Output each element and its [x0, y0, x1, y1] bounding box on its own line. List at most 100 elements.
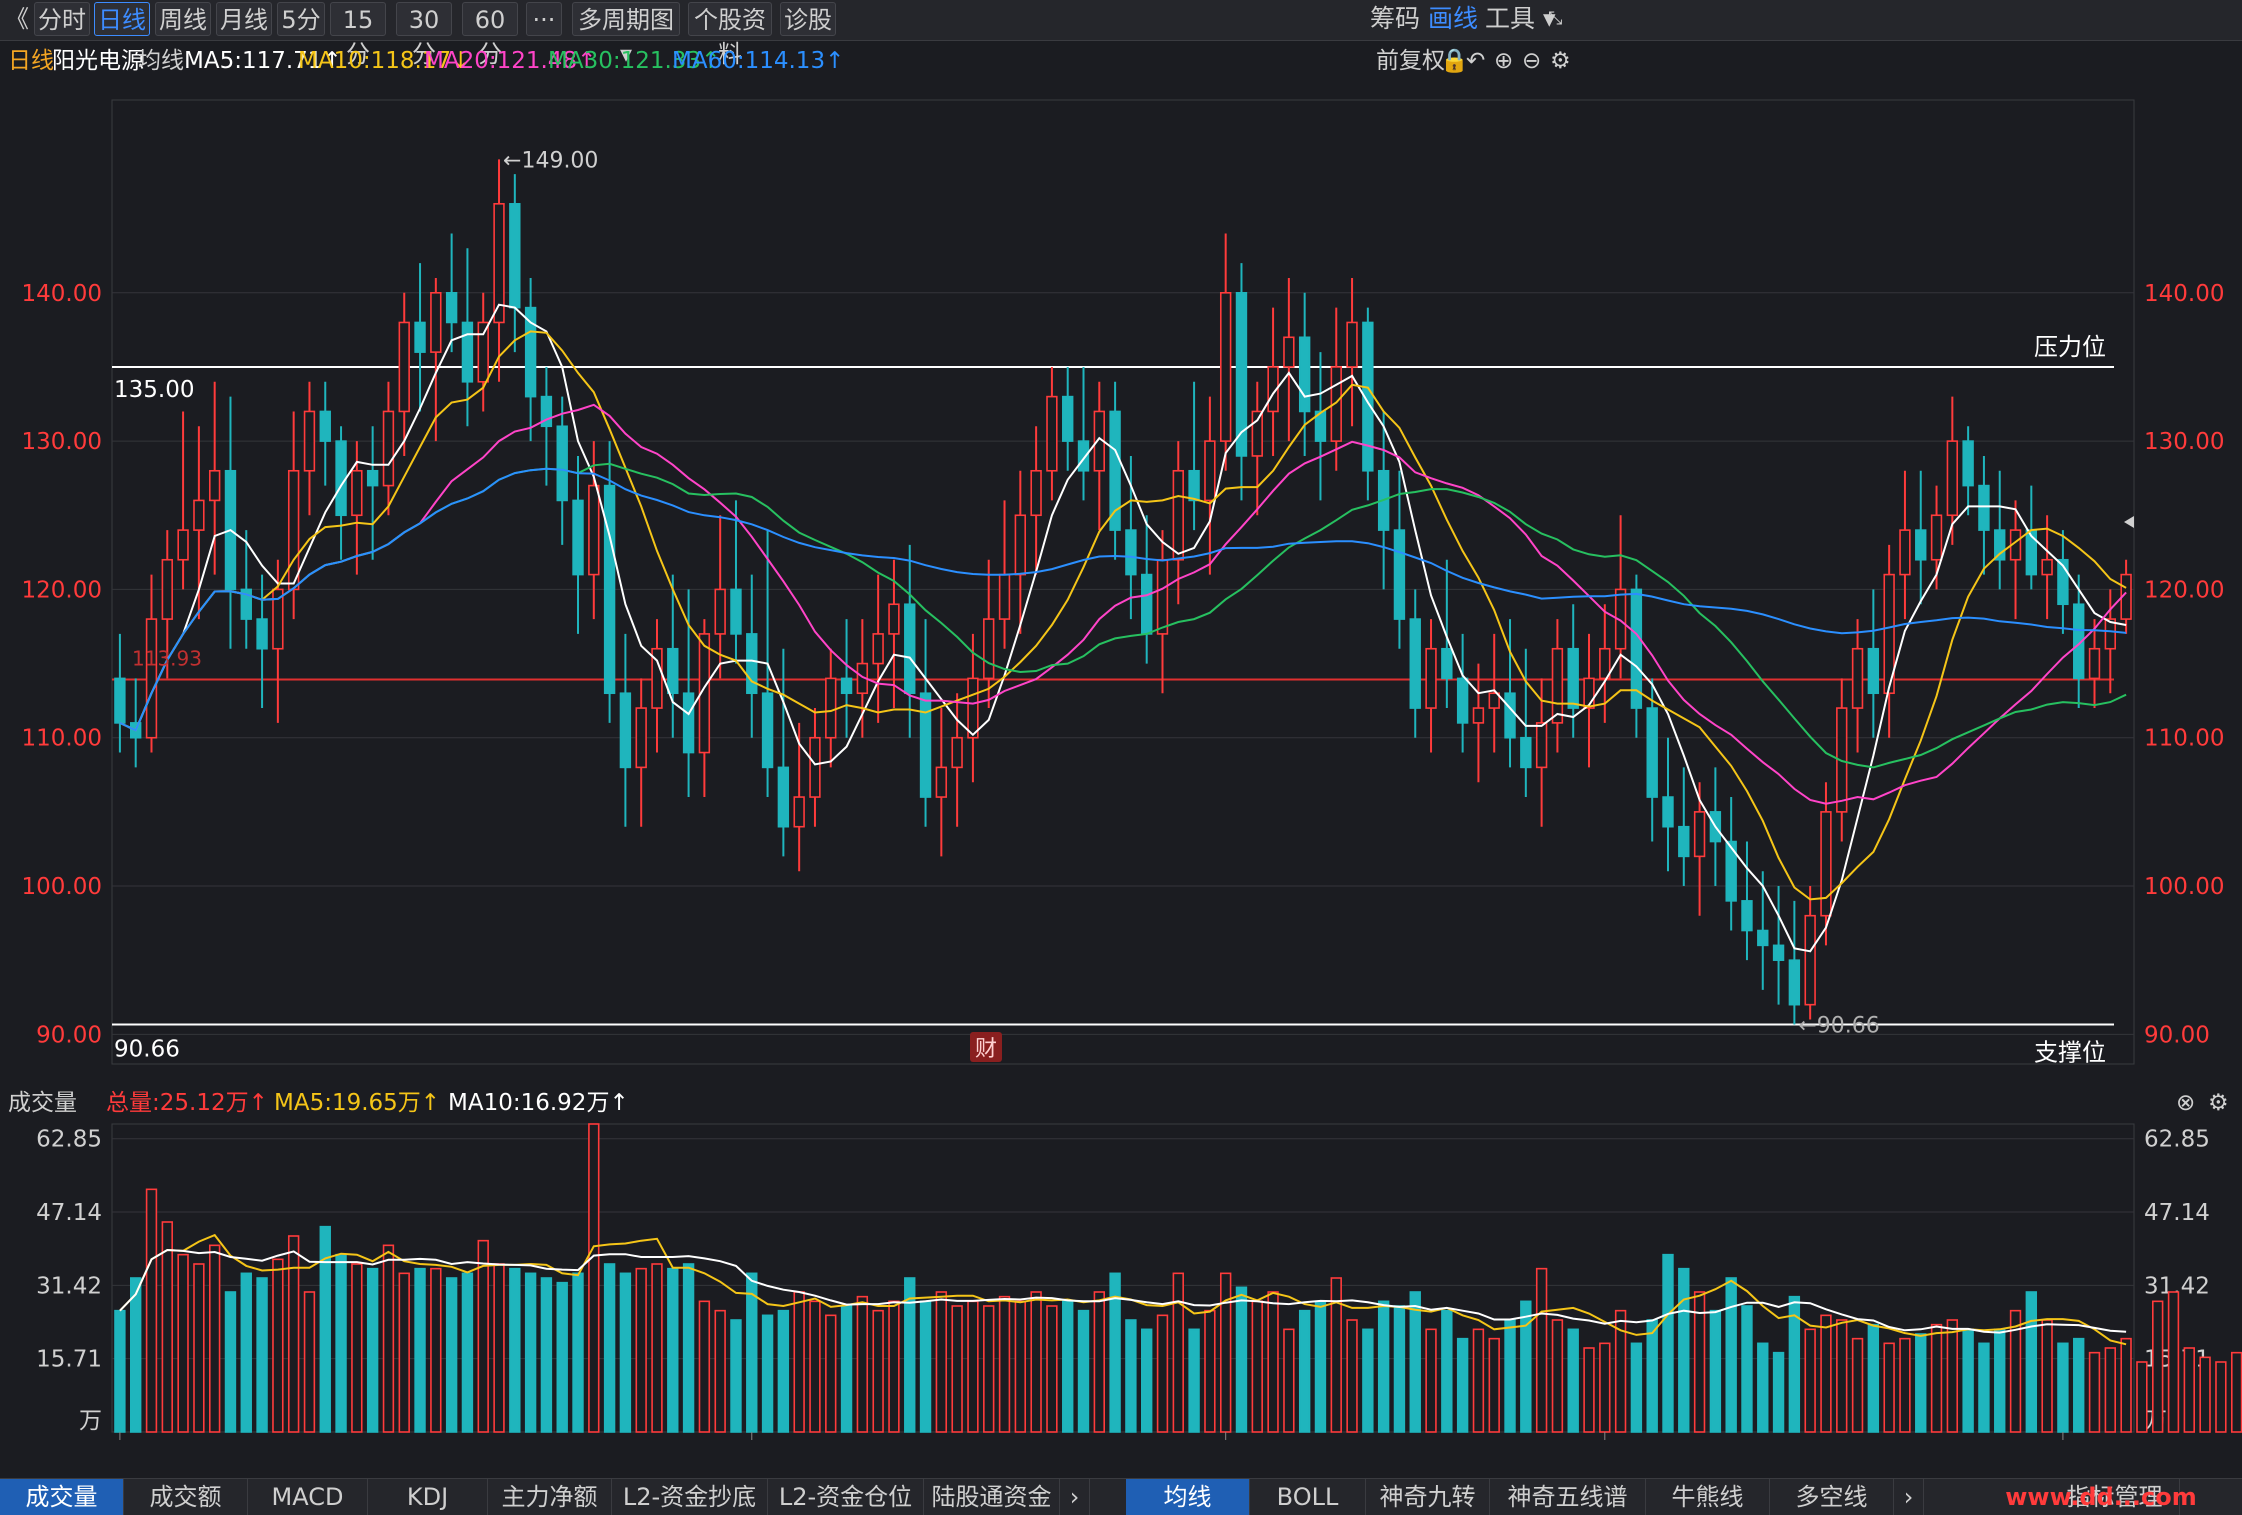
- volume-bar: [651, 1263, 663, 1433]
- volume-bar: [256, 1277, 268, 1433]
- tab-hk-connect[interactable]: 陆股通资金: [924, 1479, 1060, 1515]
- volume-bar: [1535, 1267, 1548, 1433]
- period-tab-15min[interactable]: 15分: [330, 2, 386, 68]
- tab-volume[interactable]: 成交量: [0, 1479, 124, 1515]
- tab-magic-five[interactable]: 神奇五线谱: [1490, 1479, 1646, 1515]
- tab-boll[interactable]: BOLL: [1250, 1479, 1366, 1515]
- tab-long-short[interactable]: 多空线: [1770, 1479, 1894, 1515]
- candle-body: [588, 484, 600, 576]
- volume-unit-label-left: 万: [79, 1408, 102, 1434]
- volume-ma10-line: [119, 1248, 2127, 1334]
- tools-dropdown[interactable]: 工具 ▾: [1485, 4, 1556, 33]
- candle-body: [161, 558, 173, 620]
- period-tab-daily[interactable]: 日线: [94, 2, 150, 36]
- tab-l2-bottom[interactable]: L2-资金抄底: [612, 1479, 768, 1515]
- kline-chart[interactable]: 140.00 130.00 120.00 110.00 100.00 90.00 140.…: [0, 0, 2242, 1440]
- period-tab-monthly[interactable]: 月线: [216, 2, 272, 36]
- candle-body: [714, 588, 726, 635]
- more-periods-button[interactable]: ···: [526, 2, 562, 36]
- zoom-in-icon[interactable]: ⊕: [1494, 48, 1514, 74]
- candle-body: [1077, 440, 1090, 472]
- price-tick-label-right: 110.00: [2144, 726, 2224, 752]
- stock-profile-button[interactable]: 个股资料: [688, 2, 772, 68]
- candle-body: [493, 203, 505, 324]
- candle-body: [1804, 914, 1816, 1006]
- period-tab-5min[interactable]: 5分: [277, 2, 325, 36]
- draw-line-button[interactable]: 画线: [1428, 4, 1479, 33]
- volume-bar: [208, 1244, 221, 1433]
- candle-body: [1725, 840, 1737, 902]
- price-tick-label-left: 140.00: [22, 281, 102, 307]
- volume-bar: [1030, 1291, 1042, 1433]
- price-tick-label-right: 120.00: [2144, 577, 2224, 603]
- candle-body: [1030, 469, 1042, 517]
- zoom-out-icon[interactable]: ⊖: [1522, 48, 1542, 74]
- adjust-mode[interactable]: 前复权: [1376, 48, 1445, 74]
- indicator-mode[interactable]: 均线: [138, 48, 184, 74]
- volume-settings-icon[interactable]: ⚙: [2208, 1090, 2229, 1116]
- volume-bar: [1930, 1323, 1943, 1433]
- volume-bar: [935, 1291, 948, 1433]
- multi-period-dropdown[interactable]: 多周期图 ▾: [572, 2, 680, 68]
- candle-body: [1962, 440, 1974, 487]
- undo-icon[interactable]: ↶: [1466, 48, 1486, 74]
- left-tabs-next-icon[interactable]: ›: [1060, 1479, 1090, 1515]
- volume-bar: [161, 1221, 173, 1433]
- price-tick-label-left: 100.00: [22, 874, 102, 900]
- tab-magic-nine[interactable]: 神奇九转: [1366, 1479, 1490, 1515]
- lock-icon[interactable]: 🔒: [1440, 48, 1469, 74]
- period-tab-30min[interactable]: 30分: [396, 2, 452, 68]
- tab-turnover[interactable]: 成交额: [124, 1479, 248, 1515]
- volume-bar: [1962, 1328, 1974, 1433]
- ma60-value: MA60:114.13↑: [672, 48, 845, 74]
- diagnosis-button[interactable]: 诊股: [780, 2, 836, 36]
- candle-body: [1330, 366, 1342, 442]
- tab-macd[interactable]: MACD: [248, 1479, 368, 1515]
- right-tabs-next-icon[interactable]: ›: [1894, 1479, 1924, 1515]
- candle-body: [2088, 647, 2101, 680]
- volume-bar: [1741, 1305, 1753, 1433]
- candle-body: [1930, 514, 1943, 561]
- reference-value: 113.93: [132, 646, 202, 670]
- volume-close-icon[interactable]: ⊗: [2176, 1090, 2196, 1116]
- collapse-icon[interactable]: ⤡: [1548, 8, 1563, 29]
- volume-bar: [1757, 1342, 1769, 1433]
- candle-body: [272, 588, 284, 650]
- volume-bar: [730, 1319, 742, 1433]
- period-tab-60min[interactable]: 60分: [462, 2, 518, 68]
- volume-bar: [1172, 1272, 1184, 1433]
- candle-body: [303, 410, 316, 472]
- candle-body: [682, 692, 695, 754]
- period-tab-fenshi[interactable]: 分时: [34, 2, 90, 36]
- support-label: 支撑位: [2034, 1039, 2106, 1067]
- candle-body: [1772, 944, 1785, 961]
- volume-bar: [1725, 1277, 1737, 1433]
- volume-bar: [2230, 1351, 2242, 1433]
- volume-frame: [111, 1123, 2135, 1433]
- price-tick-label-right: 100.00: [2144, 874, 2224, 900]
- volume-bar: [430, 1267, 442, 1433]
- indicator-manage-button[interactable]: 指标管理: [2050, 1479, 2180, 1515]
- candle-body: [1567, 647, 1579, 709]
- volume-bar: [1788, 1295, 1801, 1433]
- ma20-value: MA20:121.48↑: [424, 48, 597, 74]
- tab-main-net[interactable]: 主力净额: [488, 1479, 612, 1515]
- volume-bars-group: [114, 1123, 2242, 1433]
- candle-body: [1978, 484, 1990, 531]
- tab-ma[interactable]: 均线: [1126, 1479, 1250, 1515]
- volume-bar: [1077, 1309, 1090, 1433]
- volume-bar: [840, 1305, 853, 1433]
- back-button[interactable]: 《: [5, 5, 29, 33]
- settings-gear-icon[interactable]: ⚙: [1550, 48, 1571, 74]
- volume-tick-label-left: 15.71: [36, 1347, 102, 1373]
- chips-button[interactable]: 筹码: [1370, 4, 1421, 33]
- high-price-label: ←149.00: [503, 148, 598, 173]
- candle-body: [904, 603, 916, 695]
- candle-body: [809, 736, 821, 798]
- candle-body: [1283, 336, 1295, 368]
- tab-bull-bear[interactable]: 牛熊线: [1646, 1479, 1770, 1515]
- period-tab-weekly[interactable]: 周线: [155, 2, 211, 36]
- tab-l2-position[interactable]: L2-资金仓位: [768, 1479, 924, 1515]
- candle-body: [256, 618, 268, 650]
- tab-kdj[interactable]: KDJ: [368, 1479, 488, 1515]
